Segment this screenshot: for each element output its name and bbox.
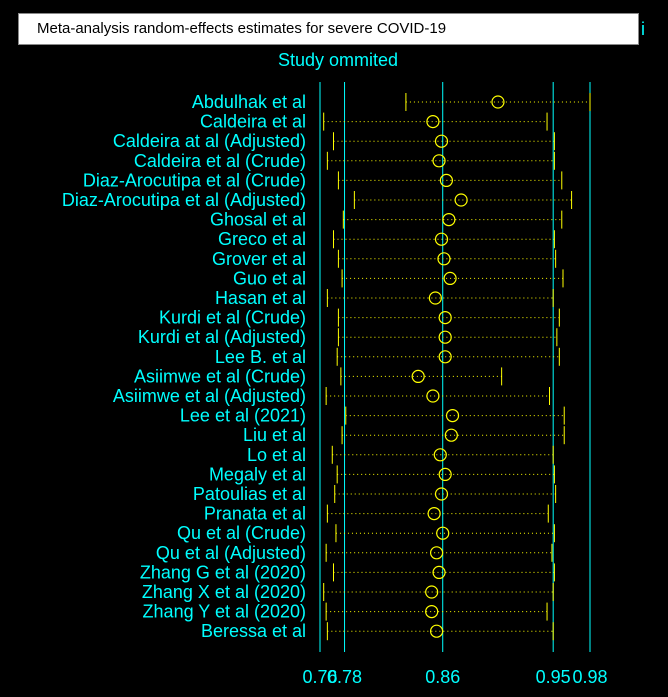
point-estimate [425, 585, 439, 599]
study-label: Zhang G et al (2020) [140, 562, 306, 582]
point-estimate [436, 526, 450, 540]
point-estimate [434, 232, 449, 246]
point-estimate [428, 291, 442, 305]
study-label: Diaz-Arocutipa et al (Adjusted) [62, 190, 306, 210]
point-estimate [438, 350, 452, 364]
study-label: Zhang Y et al (2020) [143, 602, 306, 622]
chart-title-box: Meta-analysis random-effects estimates f… [18, 13, 639, 45]
study-label: Lo et al [247, 445, 306, 465]
point-estimate [434, 134, 449, 148]
point-estimate [442, 213, 456, 227]
point-estimate [429, 624, 444, 638]
study-label: Lee et al (2021) [180, 406, 306, 426]
study-label: Guo et al [233, 268, 306, 288]
x-tick-label: 0.95 [536, 667, 571, 687]
chart-subtitle: Study ommited [277, 50, 399, 70]
point-estimate [454, 193, 468, 207]
study-label: Caldeira at al (Adjusted) [113, 131, 306, 151]
study-label: Liu et al [243, 425, 306, 445]
study-label: Caldeira et al (Crude) [134, 151, 306, 171]
x-tick-label: 0.78 [327, 667, 362, 687]
point-estimate [432, 154, 446, 168]
study-label: Ghosal et al [210, 210, 306, 230]
study-label: Megaly et al [209, 464, 306, 484]
study-label: Pranata et al [204, 504, 306, 524]
study-label: Lee B. et al [215, 347, 306, 367]
study-label: Kurdi et al (Crude) [159, 308, 306, 328]
study-label: Qu et al (Adjusted) [156, 543, 306, 563]
study-label: Diaz-Arocutipa et al (Crude) [83, 170, 306, 190]
study-label: Caldeira et al [200, 112, 306, 132]
chart-title-overflow: i [641, 19, 645, 39]
x-tick-label: 0.76 [302, 667, 337, 687]
study-label: Qu et al (Crude) [177, 523, 306, 543]
study-label: Greco et al [218, 229, 306, 249]
point-estimate [427, 506, 441, 521]
point-estimate [444, 428, 458, 442]
study-label: Grover et al [212, 249, 306, 269]
study-label: Zhang X et al (2020) [142, 582, 306, 602]
study-label: Beressa et al [201, 621, 306, 641]
point-estimate [437, 252, 451, 266]
point-estimate [491, 95, 505, 109]
point-estimate [445, 409, 460, 423]
x-tick-label: 0.98 [572, 667, 607, 687]
point-estimate [426, 389, 440, 403]
chart-title: Meta-analysis random-effects estimates f… [37, 20, 447, 37]
point-estimate [439, 173, 454, 187]
study-label: Hasan et al [215, 288, 306, 308]
point-estimate [426, 114, 440, 129]
point-estimate [433, 448, 447, 462]
study-label: Abdulhak et al [192, 92, 306, 112]
point-estimate [425, 604, 439, 619]
point-estimate [434, 487, 449, 501]
study-label: Patoulias et al [193, 484, 306, 504]
point-estimate [438, 330, 452, 344]
point-estimate [438, 311, 452, 325]
study-label: Asiimwe et al (Adjusted) [113, 386, 306, 406]
x-tick-label: 0.86 [425, 667, 460, 687]
point-estimate [443, 271, 457, 285]
study-label: Kurdi et al (Adjusted) [138, 327, 306, 347]
point-estimate [411, 369, 425, 383]
point-estimate [429, 546, 444, 560]
study-label: Asiimwe et al (Crude) [134, 366, 306, 386]
point-estimate [432, 565, 446, 580]
point-estimate [438, 467, 452, 481]
